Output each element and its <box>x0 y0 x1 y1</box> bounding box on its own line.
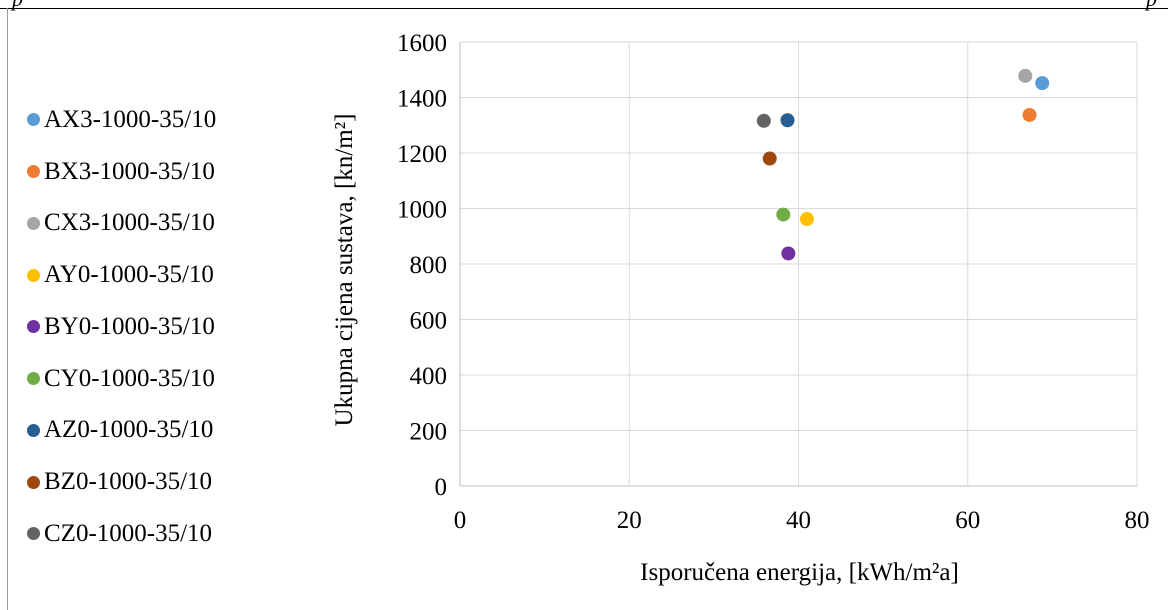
legend-marker <box>27 423 40 437</box>
header-right-fragment: p <box>1146 0 1157 12</box>
x-tick-label: 60 <box>955 507 980 534</box>
y-tick-label: 1600 <box>397 30 447 57</box>
x-axis-title: Isporučena energija, [kWh/m²a] <box>640 559 959 586</box>
data-point <box>780 113 795 128</box>
y-axis-title: Ukupna cijena sustava, [kn/m²] <box>331 114 358 427</box>
data-point <box>1018 68 1033 83</box>
legend-item: CZ0-1000-35/10 <box>22 508 216 560</box>
chart-legend: AX3-1000-35/10 BX3-1000-35/10 CX3-1000-35/… <box>22 94 216 560</box>
legend-label: AX3-1000-35/10 <box>44 105 217 133</box>
data-point <box>781 246 796 261</box>
x-tick-label: 80 <box>1125 507 1150 534</box>
data-point <box>762 151 777 166</box>
y-tick-label: 800 <box>410 252 448 279</box>
legend-label: CX3-1000-35/10 <box>44 209 215 237</box>
y-tick-label: 0 <box>435 474 448 501</box>
page-top-rule <box>0 8 1168 9</box>
legend-label: CY0-1000-35/10 <box>44 364 215 392</box>
legend-label: BX3-1000-35/10 <box>44 157 215 185</box>
legend-item: AZ0-1000-35/10 <box>22 405 216 457</box>
legend-item: AX3-1000-35/10 <box>22 94 216 146</box>
legend-marker <box>27 475 40 489</box>
legend-label: BY0-1000-35/10 <box>44 312 215 340</box>
x-tick-label: 40 <box>786 507 811 534</box>
legend-label: AZ0-1000-35/10 <box>44 416 214 444</box>
legend-item: BZ0-1000-35/10 <box>22 456 216 508</box>
y-tick-label: 200 <box>410 419 448 446</box>
data-point <box>1035 76 1050 91</box>
y-tick-label: 1400 <box>397 86 447 113</box>
legend-marker <box>27 372 40 386</box>
legend-marker <box>27 216 40 230</box>
legend-marker <box>27 113 40 127</box>
legend-item: BY0-1000-35/10 <box>22 301 216 353</box>
x-tick-label: 0 <box>454 507 467 534</box>
data-point <box>1022 107 1037 122</box>
data-point <box>799 212 814 227</box>
legend-marker <box>27 527 40 541</box>
legend-item: AY0-1000-35/10 <box>22 249 216 301</box>
data-point <box>756 113 771 128</box>
legend-item: CX3-1000-35/10 <box>22 198 216 250</box>
legend-item: CY0-1000-35/10 <box>22 353 216 405</box>
legend-marker <box>27 320 40 334</box>
legend-label: BZ0-1000-35/10 <box>44 468 213 496</box>
legend-item: BX3-1000-35/10 <box>22 146 216 198</box>
legend-marker <box>27 165 40 179</box>
chart-left-border <box>7 8 8 610</box>
y-tick-label: 600 <box>410 308 448 335</box>
data-point <box>776 207 791 222</box>
x-tick-label: 20 <box>617 507 642 534</box>
legend-label: CZ0-1000-35/10 <box>44 519 213 547</box>
y-tick-label: 1000 <box>397 197 447 224</box>
y-tick-label: 400 <box>410 363 448 390</box>
y-tick-label: 1200 <box>397 141 447 168</box>
header-left-fragment: p <box>12 0 23 12</box>
legend-label: AY0-1000-35/10 <box>44 261 214 289</box>
legend-marker <box>27 268 40 282</box>
